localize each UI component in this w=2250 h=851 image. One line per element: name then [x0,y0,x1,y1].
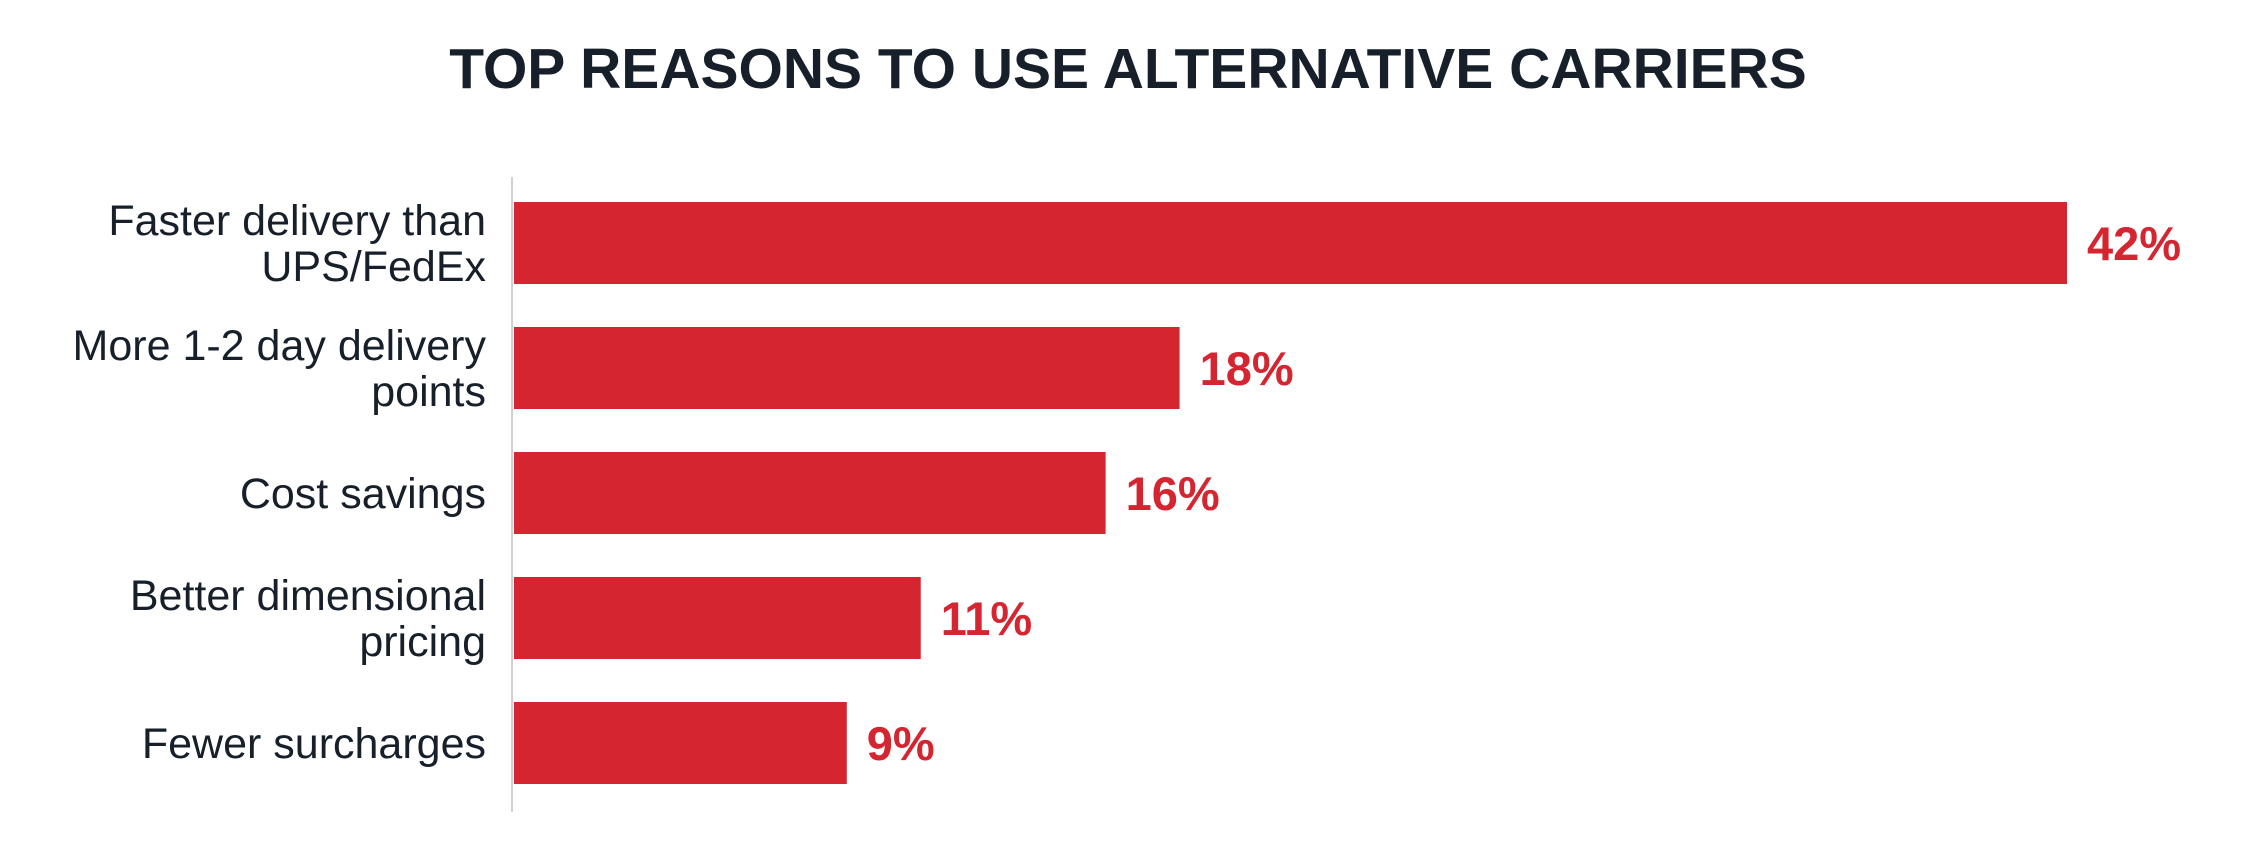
category-label-1-line-2: UPS/FedEx [261,243,486,291]
category-label-3-line-1: Cost savings [240,470,486,518]
category-label-2-line-2: points [371,368,486,416]
value-label-4: 11% [941,592,1032,645]
value-label-3: 16% [1126,467,1220,520]
value-label-5: 9% [867,717,935,770]
category-label-1-line-1: Faster delivery than [108,197,486,245]
category-label-2-line-1: More 1-2 day delivery [73,322,487,370]
bar-2 [514,327,1180,409]
bar-1 [514,202,2067,284]
category-label-4-line-1: Better dimensional [130,572,486,620]
value-label-1: 42% [2087,217,2181,270]
bar-3 [514,452,1106,534]
value-label-2: 18% [1200,342,1294,395]
bar-4 [514,577,921,659]
chart-title: TOP REASONS TO USE ALTERNATIVE CARRIERS [449,37,1807,101]
bar-5 [514,702,847,784]
category-label-5-line-1: Fewer surcharges [142,720,486,768]
category-label-4-line-2: pricing [359,618,486,666]
